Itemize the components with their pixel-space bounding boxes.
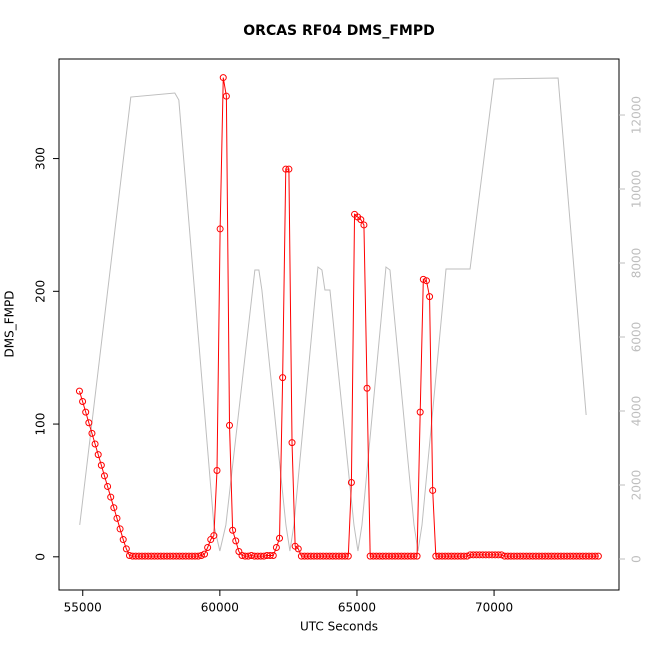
x-axis-label: UTC Seconds [300, 620, 378, 634]
data-point [113, 514, 121, 522]
y2-tick-label: 4000 [630, 396, 644, 427]
data-point [266, 551, 274, 559]
data-point [100, 472, 108, 480]
y-tick-label: 300 [34, 147, 48, 170]
series-line [78, 77, 599, 557]
data-point [122, 545, 130, 553]
data-point [226, 421, 234, 429]
y-tick-label: 200 [34, 280, 48, 303]
y-tick-label: 0 [34, 553, 48, 561]
y-tick-label: 100 [34, 413, 48, 436]
plot-box [58, 58, 620, 591]
data-point [97, 461, 105, 469]
data-point [110, 504, 118, 512]
x-tick-label: 55000 [64, 601, 102, 615]
data-point [410, 552, 418, 560]
data-point [276, 534, 284, 542]
data-point [594, 552, 602, 560]
data-point [288, 439, 296, 447]
data-point [197, 551, 205, 559]
data-point [591, 552, 599, 560]
data-point [85, 419, 93, 427]
data-point [463, 552, 471, 560]
data-point [285, 165, 293, 173]
data-point [91, 440, 99, 448]
chart-title: ORCAS RF04 DMS_FMPD [243, 23, 434, 39]
data-point [194, 552, 202, 560]
x-tick-label: 60000 [201, 601, 239, 615]
data-point [363, 384, 371, 392]
y2-tick-label: 2000 [630, 470, 644, 501]
data-point [279, 374, 287, 382]
data-point [229, 526, 237, 534]
data-point [341, 552, 349, 560]
data-point [232, 537, 240, 545]
data-point [494, 551, 502, 559]
data-point [294, 545, 302, 553]
data-point [219, 74, 227, 82]
data-point [116, 525, 124, 533]
data-point [272, 544, 280, 552]
data-point [497, 551, 505, 559]
data-point [204, 544, 212, 552]
data-point [200, 550, 208, 558]
data-point [75, 387, 83, 395]
series-line [79, 77, 587, 552]
data-point [94, 451, 102, 459]
y2-tick-label: 0 [630, 555, 644, 563]
data-point [213, 467, 221, 475]
data-point [269, 551, 277, 559]
data-point [422, 277, 430, 285]
data-point [88, 429, 96, 437]
y2-tick-label: 10000 [630, 170, 644, 208]
y2-tick-label: 8000 [630, 248, 644, 279]
y-axis-label: DMS_FMPD [3, 291, 17, 358]
x-tick-label: 65000 [338, 601, 376, 615]
data-point [429, 486, 437, 494]
data-point [79, 397, 87, 405]
data-point [360, 221, 368, 229]
data-point [216, 225, 224, 233]
data-point [107, 493, 115, 501]
x-tick-label: 70000 [475, 601, 513, 615]
data-point [210, 532, 218, 540]
data-point [119, 536, 127, 544]
data-point [357, 216, 365, 224]
y2-tick-label: 12000 [630, 96, 644, 134]
data-point [344, 552, 352, 560]
data-point [416, 408, 424, 416]
data-point [104, 482, 112, 490]
data-point [347, 478, 355, 486]
data-point [413, 552, 421, 560]
data-point [222, 92, 230, 100]
data-point [282, 165, 290, 173]
data-point [460, 552, 468, 560]
data-point [82, 408, 90, 416]
y2-tick-label: 6000 [630, 322, 644, 353]
data-point [419, 275, 427, 283]
data-point [426, 293, 434, 301]
